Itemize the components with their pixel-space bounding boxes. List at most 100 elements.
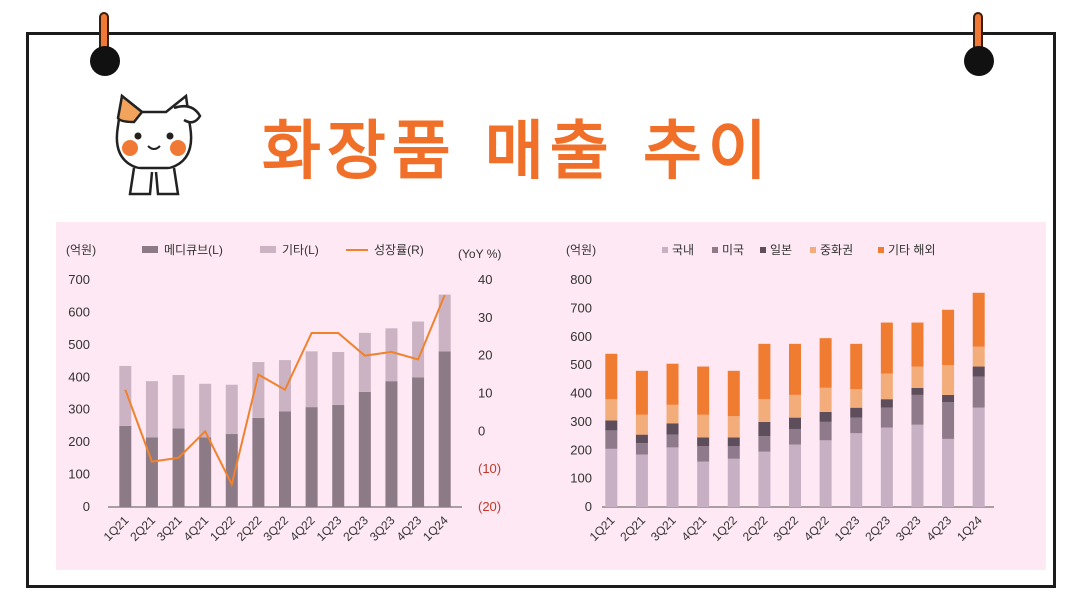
x-tick-label: 2Q21 xyxy=(617,513,648,544)
right-pin xyxy=(964,46,994,76)
bar-segment xyxy=(942,402,955,439)
y2-tick-label: 0 xyxy=(478,423,485,438)
bar-segment xyxy=(942,394,955,403)
chart-region-sales: (억원) 국내 미국 일본 중화권 기타 해외 0 100 200 300 400 500 600 700… xyxy=(566,243,994,544)
y-tick-label: 700 xyxy=(68,272,90,287)
y-tick-label: 100 xyxy=(68,467,90,482)
bar-segment xyxy=(972,346,985,367)
x-tick-label: 3Q22 xyxy=(770,513,801,544)
bar-segment xyxy=(972,366,985,377)
bar-segment xyxy=(880,399,893,408)
cat-saluting-icon xyxy=(115,93,202,196)
bar-segment xyxy=(438,351,451,507)
bar-segment xyxy=(697,445,710,462)
bar-segment xyxy=(819,387,832,412)
legend-swatch xyxy=(712,247,718,253)
bar-segment xyxy=(199,437,212,507)
bar-segment xyxy=(666,423,679,435)
bar-segment xyxy=(819,421,832,441)
x-tick-label: 1Q22 xyxy=(709,513,740,544)
bar-segment xyxy=(819,440,832,507)
bar-segment xyxy=(635,454,648,507)
bar-segment xyxy=(850,407,863,418)
bar-segment xyxy=(605,399,618,421)
x-tick-label: 3Q23 xyxy=(367,513,398,544)
bar-segment xyxy=(911,424,924,507)
bar-segment xyxy=(972,407,985,507)
bar-segment xyxy=(666,363,679,405)
x-tick-label: 2Q23 xyxy=(340,513,371,544)
bar-segment xyxy=(850,343,863,390)
x-tick-label: 1Q22 xyxy=(207,513,238,544)
bar-segment xyxy=(438,294,451,352)
legend-label: 메디큐브(L) xyxy=(164,243,223,257)
legend-label: 미국 xyxy=(722,243,744,257)
bar-segment xyxy=(635,414,648,435)
legend-label: 기타 해외 xyxy=(888,243,936,257)
bar-segment xyxy=(942,309,955,366)
bar-segment xyxy=(225,384,238,435)
bar-segment xyxy=(911,387,924,395)
chart-brand-sales: (억원) (YoY %)메디큐브(L) 기타(L) 성장률(R)01002003004… xyxy=(66,243,501,544)
x-tick-label: 4Q21 xyxy=(181,513,212,544)
y2-tick-label: (10) xyxy=(478,461,501,476)
x-tick-label: 1Q24 xyxy=(954,513,985,544)
bar-segment xyxy=(635,443,648,455)
y-tick-label: 400 xyxy=(68,369,90,384)
x-tick-label: 4Q22 xyxy=(287,513,318,544)
x-tick-label: 4Q23 xyxy=(394,513,425,544)
y2-tick-label: (20) xyxy=(478,499,501,514)
x-tick-label: 1Q23 xyxy=(314,513,345,544)
bar-segment xyxy=(225,434,238,507)
bar-segment xyxy=(789,394,801,418)
bar-segment xyxy=(697,461,710,507)
bar-segment xyxy=(850,433,863,507)
legend-label: 중화권 xyxy=(820,243,853,257)
x-tick-label: 4Q22 xyxy=(801,513,832,544)
y-tick-label: 400 xyxy=(570,386,592,401)
y2-tick-label: 20 xyxy=(478,348,492,363)
y-tick-label: 500 xyxy=(570,357,592,372)
bar-segment xyxy=(727,370,740,417)
y2-tick-label: 30 xyxy=(478,310,492,325)
bar-segment xyxy=(758,451,771,507)
bar-segment xyxy=(145,381,158,438)
x-tick-label: 3Q21 xyxy=(648,513,679,544)
bar-segment xyxy=(942,438,955,507)
bar-segment xyxy=(412,377,425,507)
bar-segment xyxy=(635,434,648,444)
bar-segment xyxy=(332,351,345,405)
bar-segment xyxy=(385,381,398,507)
bar-segment xyxy=(605,353,618,400)
bar-segment xyxy=(789,417,801,429)
bar-segment xyxy=(819,338,832,388)
bar-segment xyxy=(635,370,648,415)
y-tick-label: 500 xyxy=(68,337,90,352)
bar-segment xyxy=(666,447,679,507)
bar-segment xyxy=(279,360,291,412)
bar-segment xyxy=(758,421,771,437)
x-tick-label: 2Q22 xyxy=(740,513,771,544)
bar-segment xyxy=(758,436,771,452)
bar-segment xyxy=(358,391,371,507)
bar-segment xyxy=(305,351,318,408)
x-tick-label: 4Q23 xyxy=(924,513,955,544)
x-tick-label: 2Q22 xyxy=(234,513,265,544)
left-unit-label: (억원) xyxy=(566,243,596,257)
left-unit-label: (억원) xyxy=(66,243,96,257)
x-tick-label: 1Q24 xyxy=(420,513,451,544)
bar-segment xyxy=(305,407,318,507)
y2-tick-label: 40 xyxy=(478,272,492,287)
y-tick-label: 300 xyxy=(68,402,90,417)
bar-segment xyxy=(789,428,801,445)
x-tick-label: 3Q21 xyxy=(154,513,185,544)
bar-segment xyxy=(172,375,185,429)
bar-segment xyxy=(666,404,679,424)
x-tick-label: 3Q22 xyxy=(260,513,291,544)
legend-swatch xyxy=(878,247,884,253)
x-tick-label: 3Q23 xyxy=(893,513,924,544)
y-tick-label: 300 xyxy=(570,414,592,429)
legend-swatch xyxy=(662,247,668,253)
bar-segment xyxy=(697,366,710,415)
bar-segment xyxy=(358,332,371,392)
